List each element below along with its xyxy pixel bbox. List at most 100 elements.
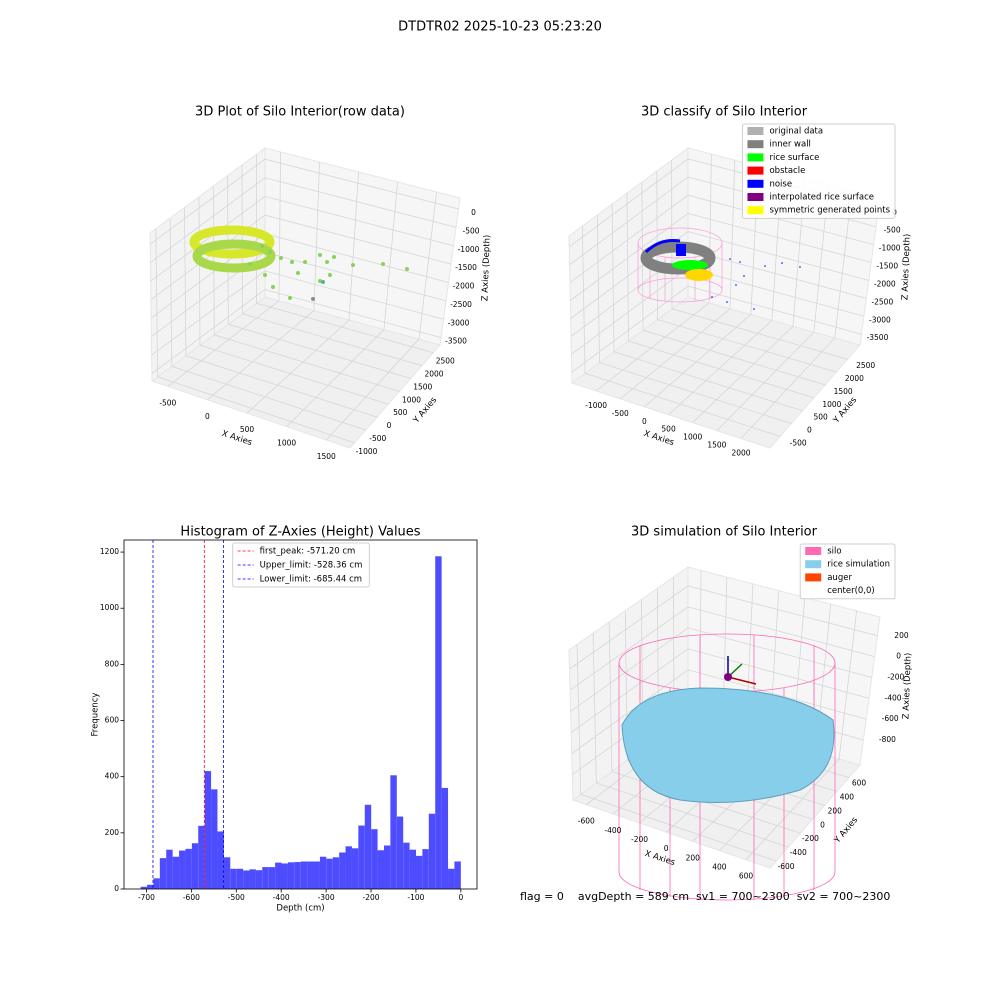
z-tick-label: -1000	[458, 245, 480, 254]
grid-line	[569, 606, 875, 691]
bar	[172, 856, 180, 889]
x-tick-label: 1000	[277, 439, 296, 448]
legend-swatch	[805, 586, 822, 595]
legend-box	[741, 123, 896, 219]
grid-line	[595, 154, 712, 392]
grid-line	[596, 215, 792, 424]
y-tick-label: 0	[387, 421, 392, 430]
grid-line	[620, 160, 736, 400]
legend-label: first_peak: -571.20 cm	[260, 547, 356, 557]
legend-swatch	[805, 560, 822, 569]
bar	[313, 861, 320, 889]
x-tick-label: 0	[664, 844, 669, 853]
legend-label: interpolated rice surface	[769, 193, 874, 203]
y-tick-label: 200	[828, 806, 843, 815]
noise-points	[711, 258, 801, 310]
axis-label: Z Axies (Depth)	[900, 234, 912, 301]
bar	[319, 856, 327, 889]
y-tick-label: 0	[820, 820, 825, 829]
bar	[211, 789, 218, 889]
grid-line	[150, 195, 454, 282]
x-tick-label: 2000	[731, 448, 750, 457]
grid-line	[207, 161, 320, 401]
axis-label: Z Axies (Depth)	[480, 235, 492, 302]
bar	[236, 868, 244, 889]
y-tick-label: 400	[840, 792, 855, 801]
y-tick-label: 1200	[100, 547, 119, 556]
z-tick-label: -800	[879, 735, 896, 744]
bar	[358, 825, 365, 889]
y-tick-label: -200	[802, 834, 819, 843]
grid-line	[569, 585, 878, 670]
bar	[300, 861, 308, 889]
bar	[198, 825, 205, 889]
z-tick-label: -1500	[876, 262, 898, 271]
bar	[275, 862, 282, 889]
x-tick-label: -600	[183, 893, 200, 902]
grid-line	[150, 177, 457, 263]
bar	[454, 861, 461, 889]
bar	[371, 829, 378, 889]
bar	[166, 849, 173, 889]
y-tick-label: 200	[105, 828, 120, 837]
y-tick-label: 400	[105, 772, 120, 781]
grid-line	[656, 171, 837, 373]
bar	[147, 884, 154, 889]
bar	[351, 848, 359, 889]
grid-line	[576, 644, 777, 862]
y-tick-label: 2500	[436, 357, 455, 366]
grid-line	[167, 151, 281, 387]
rice-surface	[672, 260, 708, 270]
bar	[441, 787, 449, 889]
grid-line	[611, 204, 803, 412]
z-tick-label: -2000	[874, 279, 896, 288]
x-tick-label: -300	[318, 893, 335, 902]
grid-line	[325, 191, 437, 441]
grid-line	[570, 231, 869, 319]
bar	[377, 850, 384, 889]
y-tick-label: 1500	[834, 387, 853, 396]
z-tick-label: -600	[882, 714, 899, 723]
z-tick-label: -3500	[445, 337, 467, 346]
grid-line	[570, 627, 872, 712]
grid-line	[155, 228, 355, 444]
plot-frame	[123, 539, 478, 890]
grid-line	[569, 194, 874, 283]
x-tick-label: 0	[458, 893, 463, 902]
grid-line	[286, 181, 398, 427]
chart-title: 3D simulation of Silo Interior	[631, 525, 818, 540]
status-footer: flag = 0 avgDepth = 589 cm sv1 = 700~230…	[520, 890, 890, 903]
front-layer: DTDTR02 2025-10-23 05:23:20 flag = 0 avg…	[91, 20, 914, 914]
y-tick-label: 2500	[856, 361, 875, 370]
y-tick-label: 500	[813, 413, 828, 422]
bar	[383, 845, 391, 889]
y-tick-label: 2000	[424, 370, 443, 379]
x-tick-label: -1000	[585, 401, 607, 410]
z-tick-label: -2500	[450, 300, 472, 309]
z-tick-label: -3500	[867, 333, 889, 342]
y-tick-label: 0	[807, 426, 812, 435]
x-tick-label: -500	[159, 398, 176, 407]
z-tick-label: -3000	[869, 315, 891, 324]
point-cloud	[192, 239, 276, 273]
bar	[243, 870, 250, 889]
bar	[249, 869, 256, 889]
bar	[390, 775, 397, 889]
bar	[268, 867, 276, 889]
legend-label: silo	[827, 547, 841, 557]
x-tick-label: 0	[205, 412, 210, 421]
grid-line	[255, 154, 434, 354]
x-tick-label: 600	[739, 872, 754, 881]
y-tick-label: -500	[369, 434, 386, 443]
legend-label: original data	[769, 127, 823, 137]
x-tick-label: -500	[612, 409, 629, 418]
x-tick-label: 1000	[683, 433, 702, 442]
bar	[223, 857, 231, 889]
bar	[204, 771, 212, 889]
bar	[364, 804, 372, 889]
legend-swatch	[747, 166, 764, 175]
bar	[217, 831, 224, 889]
bar	[332, 857, 340, 889]
z-tick-label: 0	[896, 652, 901, 661]
